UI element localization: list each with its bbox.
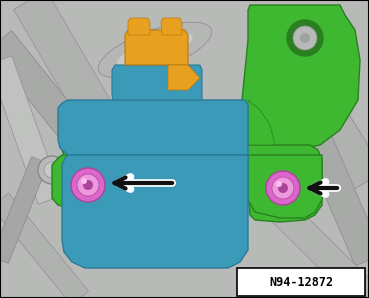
Polygon shape [248,155,322,218]
Text: N94-12872: N94-12872 [269,275,333,288]
Polygon shape [0,157,48,263]
Circle shape [81,178,87,184]
Polygon shape [62,155,248,268]
Circle shape [272,177,294,199]
Circle shape [300,33,310,43]
Polygon shape [255,11,369,189]
Polygon shape [240,170,369,298]
Circle shape [38,156,66,184]
Polygon shape [220,150,248,165]
Polygon shape [62,145,322,222]
Polygon shape [248,100,275,145]
Circle shape [266,171,300,205]
Polygon shape [112,65,202,100]
Circle shape [83,180,93,190]
Polygon shape [175,150,215,165]
Polygon shape [0,31,92,149]
Polygon shape [161,18,182,35]
Polygon shape [0,56,62,204]
Ellipse shape [117,33,193,67]
Circle shape [293,26,317,50]
Circle shape [71,168,105,202]
Circle shape [276,181,282,187]
Polygon shape [242,5,360,150]
Polygon shape [14,0,116,130]
Bar [237,268,365,296]
Polygon shape [52,155,90,208]
Circle shape [287,20,323,56]
Polygon shape [0,193,89,298]
Circle shape [278,183,288,193]
Polygon shape [130,150,170,165]
Circle shape [44,162,60,178]
Polygon shape [128,18,150,35]
Polygon shape [125,30,188,65]
Polygon shape [168,65,200,90]
Ellipse shape [98,22,212,78]
Polygon shape [58,100,248,155]
Polygon shape [286,94,369,266]
Circle shape [77,174,99,196]
